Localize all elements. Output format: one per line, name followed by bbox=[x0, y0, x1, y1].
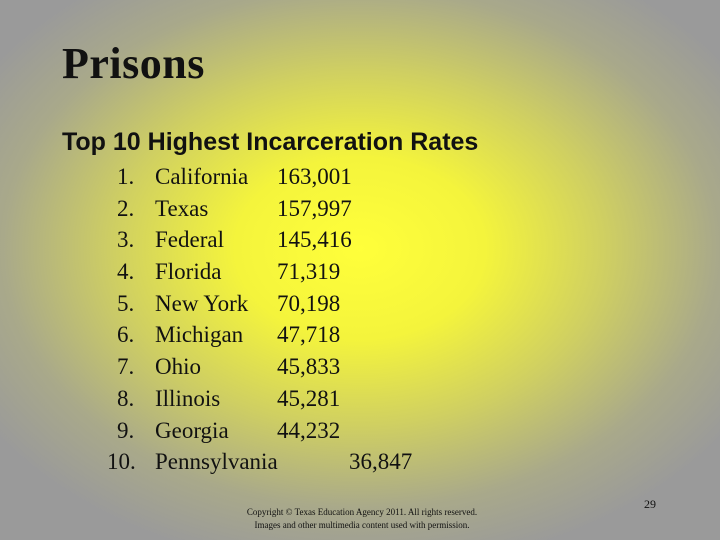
rank-number: 3. bbox=[117, 227, 135, 253]
state-name: Pennsylvania bbox=[155, 449, 278, 475]
incarceration-value: 70,198 bbox=[277, 290, 341, 316]
rank-number: 10. bbox=[107, 449, 136, 475]
incarceration-value: 157,997 bbox=[277, 195, 352, 221]
incarceration-value: 45,281 bbox=[277, 385, 341, 411]
state-name: Texas bbox=[155, 195, 209, 221]
state-name: Michigan bbox=[155, 322, 244, 348]
page-number: 29 bbox=[644, 497, 656, 511]
incarceration-value: 145,416 bbox=[277, 227, 352, 253]
state-name: Illinois bbox=[155, 385, 221, 411]
copyright-line: Copyright © Texas Education Agency 2011.… bbox=[246, 507, 478, 517]
rank-number: 5. bbox=[117, 290, 135, 316]
permission-line: Images and other multimedia content used… bbox=[254, 520, 470, 530]
incarceration-value: 36,847 bbox=[349, 449, 413, 475]
rank-number: 4. bbox=[117, 259, 135, 285]
rank-number: 6. bbox=[117, 322, 135, 348]
state-name: Ohio bbox=[155, 354, 201, 380]
incarceration-value: 44,232 bbox=[277, 417, 341, 443]
state-name: California bbox=[155, 164, 249, 189]
slide-title: Prisons bbox=[62, 39, 205, 88]
state-name: Federal bbox=[155, 227, 224, 253]
rank-number: 7. bbox=[117, 354, 135, 380]
state-name: Florida bbox=[155, 259, 222, 285]
rank-number: 9. bbox=[117, 417, 135, 443]
incarceration-value: 45,833 bbox=[277, 354, 341, 380]
state-name: Georgia bbox=[155, 417, 229, 443]
rank-number: 2. bbox=[117, 195, 135, 221]
rank-number: 1. bbox=[117, 164, 135, 189]
incarceration-value: 47,718 bbox=[277, 322, 341, 348]
slide-subtitle: Top 10 Highest Incarceration Rates bbox=[62, 128, 479, 156]
incarceration-value: 71,319 bbox=[277, 259, 341, 285]
incarceration-value: 163,001 bbox=[277, 164, 352, 189]
state-name: New York bbox=[155, 290, 249, 316]
rank-number: 8. bbox=[117, 385, 135, 411]
copyright-notice: Copyright © Texas Education Agency 2011.… bbox=[232, 506, 492, 532]
